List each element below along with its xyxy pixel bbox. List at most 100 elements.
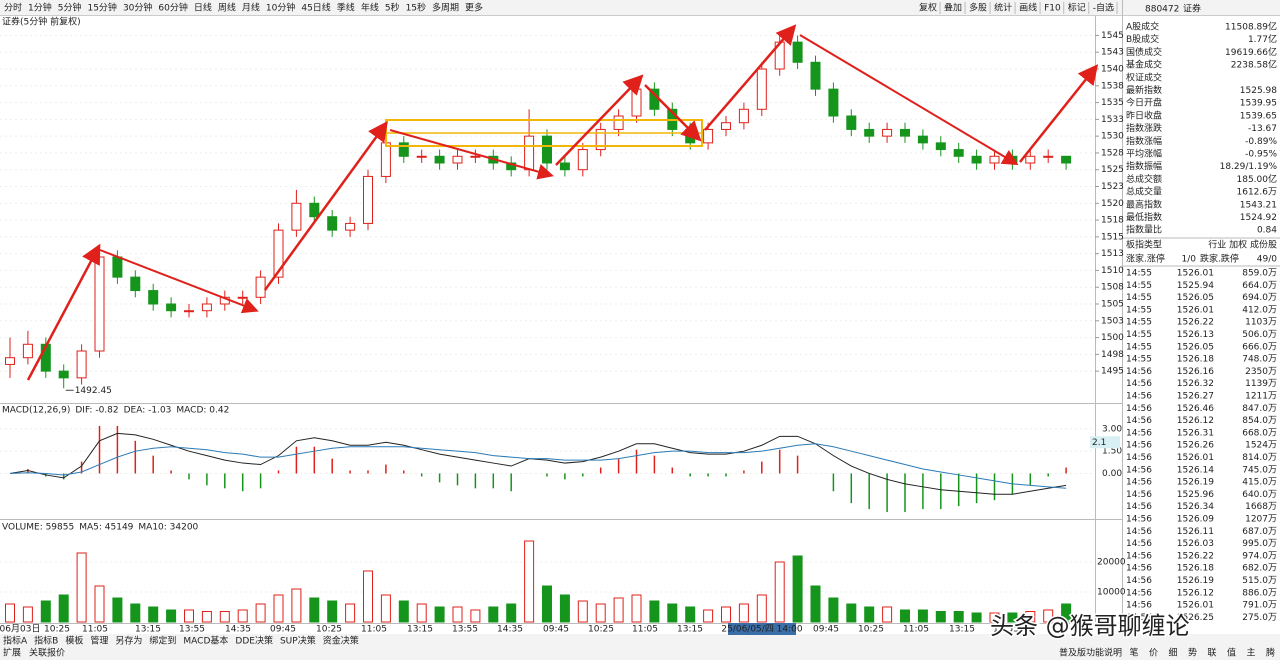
bottom-link[interactable]: 关联报价 <box>29 647 65 659</box>
stat-label: 最低指数 <box>1126 211 1162 223</box>
view-button[interactable]: 联 <box>1207 648 1216 659</box>
toolbar-tab[interactable]: 5分钟 <box>58 2 82 14</box>
tick-volume: 687.0万 <box>1242 527 1277 537</box>
volume-bar <box>363 570 373 623</box>
toolbar-tab[interactable]: 日线 <box>194 2 212 14</box>
toolbar-tab[interactable]: 15秒 <box>406 2 426 14</box>
volume-bar <box>595 603 606 623</box>
toolbar-tab[interactable]: 15分钟 <box>87 2 116 14</box>
toolbar-tab[interactable]: 10分钟 <box>266 2 295 14</box>
candle-body <box>1043 155 1054 158</box>
y-tick-label: 1543 <box>1101 48 1124 58</box>
x-tick-label: 09:45 <box>813 625 839 635</box>
candle-body <box>1061 155 1072 164</box>
tick-price: 1526.05 <box>1177 342 1214 352</box>
tick-price: 1526.01 <box>1177 269 1214 279</box>
indicator-tab[interactable]: MACD基本 <box>183 635 228 647</box>
view-button[interactable]: 势 <box>1188 647 1197 659</box>
volume-bar <box>1061 603 1072 623</box>
x-tick-label: 11:05 <box>361 625 387 635</box>
indicator-tab[interactable]: DDE决策 <box>235 635 273 647</box>
toolbar-tab[interactable]: 更多 <box>465 2 483 14</box>
cursor-date-box <box>728 623 796 635</box>
toolbar-button[interactable]: 叠加 <box>944 3 962 14</box>
candle-body <box>613 115 624 130</box>
stat-label: 基金成交 <box>1126 59 1162 71</box>
y-tick-label: 20000 <box>1097 558 1126 568</box>
type-value[interactable]: 行业 加权 成份股 <box>1208 239 1277 251</box>
candle-body <box>434 155 445 164</box>
indicator-label: MACD(12,26,9) <box>2 406 70 416</box>
toolbar-button[interactable]: 标记 <box>1068 2 1086 14</box>
volume-bar <box>345 603 356 623</box>
toolbar-button[interactable]: F10 <box>1044 4 1061 14</box>
stat-label: 指数振幅 <box>1126 160 1162 172</box>
volume-bar <box>774 561 785 623</box>
tick-volume: 859.0万 <box>1242 269 1277 279</box>
stat-label: 指数涨跌 <box>1126 122 1162 134</box>
toolbar-tab[interactable]: 年线 <box>361 2 379 14</box>
tick-time: 14:56 <box>1126 515 1152 525</box>
view-button[interactable]: 值 <box>1227 647 1236 659</box>
indicator-tab[interactable]: 绑定到 <box>149 635 176 647</box>
indicator-label: MACD: 0.42 <box>176 406 229 416</box>
indicator-tab[interactable]: 另存为 <box>115 635 142 647</box>
toolbar-tab[interactable]: 多周期 <box>432 2 459 14</box>
bottom-link[interactable]: 扩展 <box>3 647 21 659</box>
volume-bar <box>613 597 624 623</box>
volume-bar <box>488 606 499 623</box>
y-tick-label: 1508 <box>1101 283 1124 293</box>
view-button[interactable]: 笔 <box>1129 647 1138 659</box>
candle-body <box>524 135 535 171</box>
toolbar-tab[interactable]: 季线 <box>337 2 355 14</box>
tick-volume: 1103万 <box>1245 318 1277 328</box>
x-tick-label: 10:25 <box>44 625 70 635</box>
stat-value: 185.00亿 <box>1237 173 1278 185</box>
indicator-tab[interactable]: 模板 <box>65 635 83 647</box>
y-tick-label: 1.50 <box>1102 447 1122 457</box>
view-button[interactable]: 细 <box>1168 647 1177 659</box>
toolbar-tab[interactable]: 30分钟 <box>123 2 152 14</box>
stat-value: 19619.66亿 <box>1225 46 1277 58</box>
toolbar-button[interactable]: 多股 <box>969 2 987 14</box>
toolbar-button[interactable]: 复权 <box>919 2 937 14</box>
tick-volume: 415.0万 <box>1242 478 1277 488</box>
toolbar-button[interactable]: 统计 <box>994 2 1012 14</box>
indicator-tab[interactable]: 资金决策 <box>323 635 359 647</box>
security-code: 880472 <box>1145 5 1179 15</box>
stat-value: 1539.65 <box>1240 111 1277 121</box>
toolbar-button[interactable]: 画线 <box>1019 2 1037 14</box>
stat-value: -0.89% <box>1245 137 1277 147</box>
indicator-tab[interactable]: SUP决策 <box>280 635 316 647</box>
toolbar-tab[interactable]: 5秒 <box>385 2 400 14</box>
tick-price: 1526.12 <box>1177 416 1214 426</box>
tick-price: 1526.09 <box>1177 515 1214 525</box>
toolbar-tab[interactable]: 分时 <box>4 2 22 14</box>
toolbar-tab[interactable]: 1分钟 <box>28 2 52 14</box>
toolbar-tab[interactable]: 周线 <box>218 2 236 14</box>
tick-volume: 2350万 <box>1245 367 1277 377</box>
y-tick-label: 1510 <box>1101 266 1124 276</box>
current-value: 2.1 <box>1092 438 1106 448</box>
help-link[interactable]: 普及版功能说明 <box>1059 647 1122 659</box>
volume-bar <box>542 585 552 623</box>
tick-time: 14:56 <box>1126 404 1152 414</box>
candle-body <box>452 155 463 164</box>
indicator-tab[interactable]: 管理 <box>90 635 108 647</box>
toolbar-tab[interactable]: 45日线 <box>301 2 330 14</box>
indicator-tab[interactable]: 指标A <box>3 635 28 647</box>
toolbar-tab[interactable]: 60分钟 <box>158 2 187 14</box>
view-button[interactable]: 价 <box>1149 648 1158 659</box>
view-button[interactable]: 主 <box>1246 647 1255 659</box>
y-tick-label: 1503 <box>1101 316 1124 326</box>
view-button[interactable]: 腾 <box>1266 647 1275 659</box>
volume-bar <box>935 611 946 623</box>
volume-bar <box>703 609 714 623</box>
volume-bar <box>470 609 481 623</box>
trend-arrow <box>799 34 1019 166</box>
x-tick-label: 13:55 <box>993 625 1019 635</box>
indicator-tab[interactable]: 指标B <box>34 635 58 647</box>
tick-price: 1526.05 <box>1177 293 1214 303</box>
toolbar-button[interactable]: -自选 <box>1093 2 1114 14</box>
toolbar-tab[interactable]: 月线 <box>242 2 260 14</box>
